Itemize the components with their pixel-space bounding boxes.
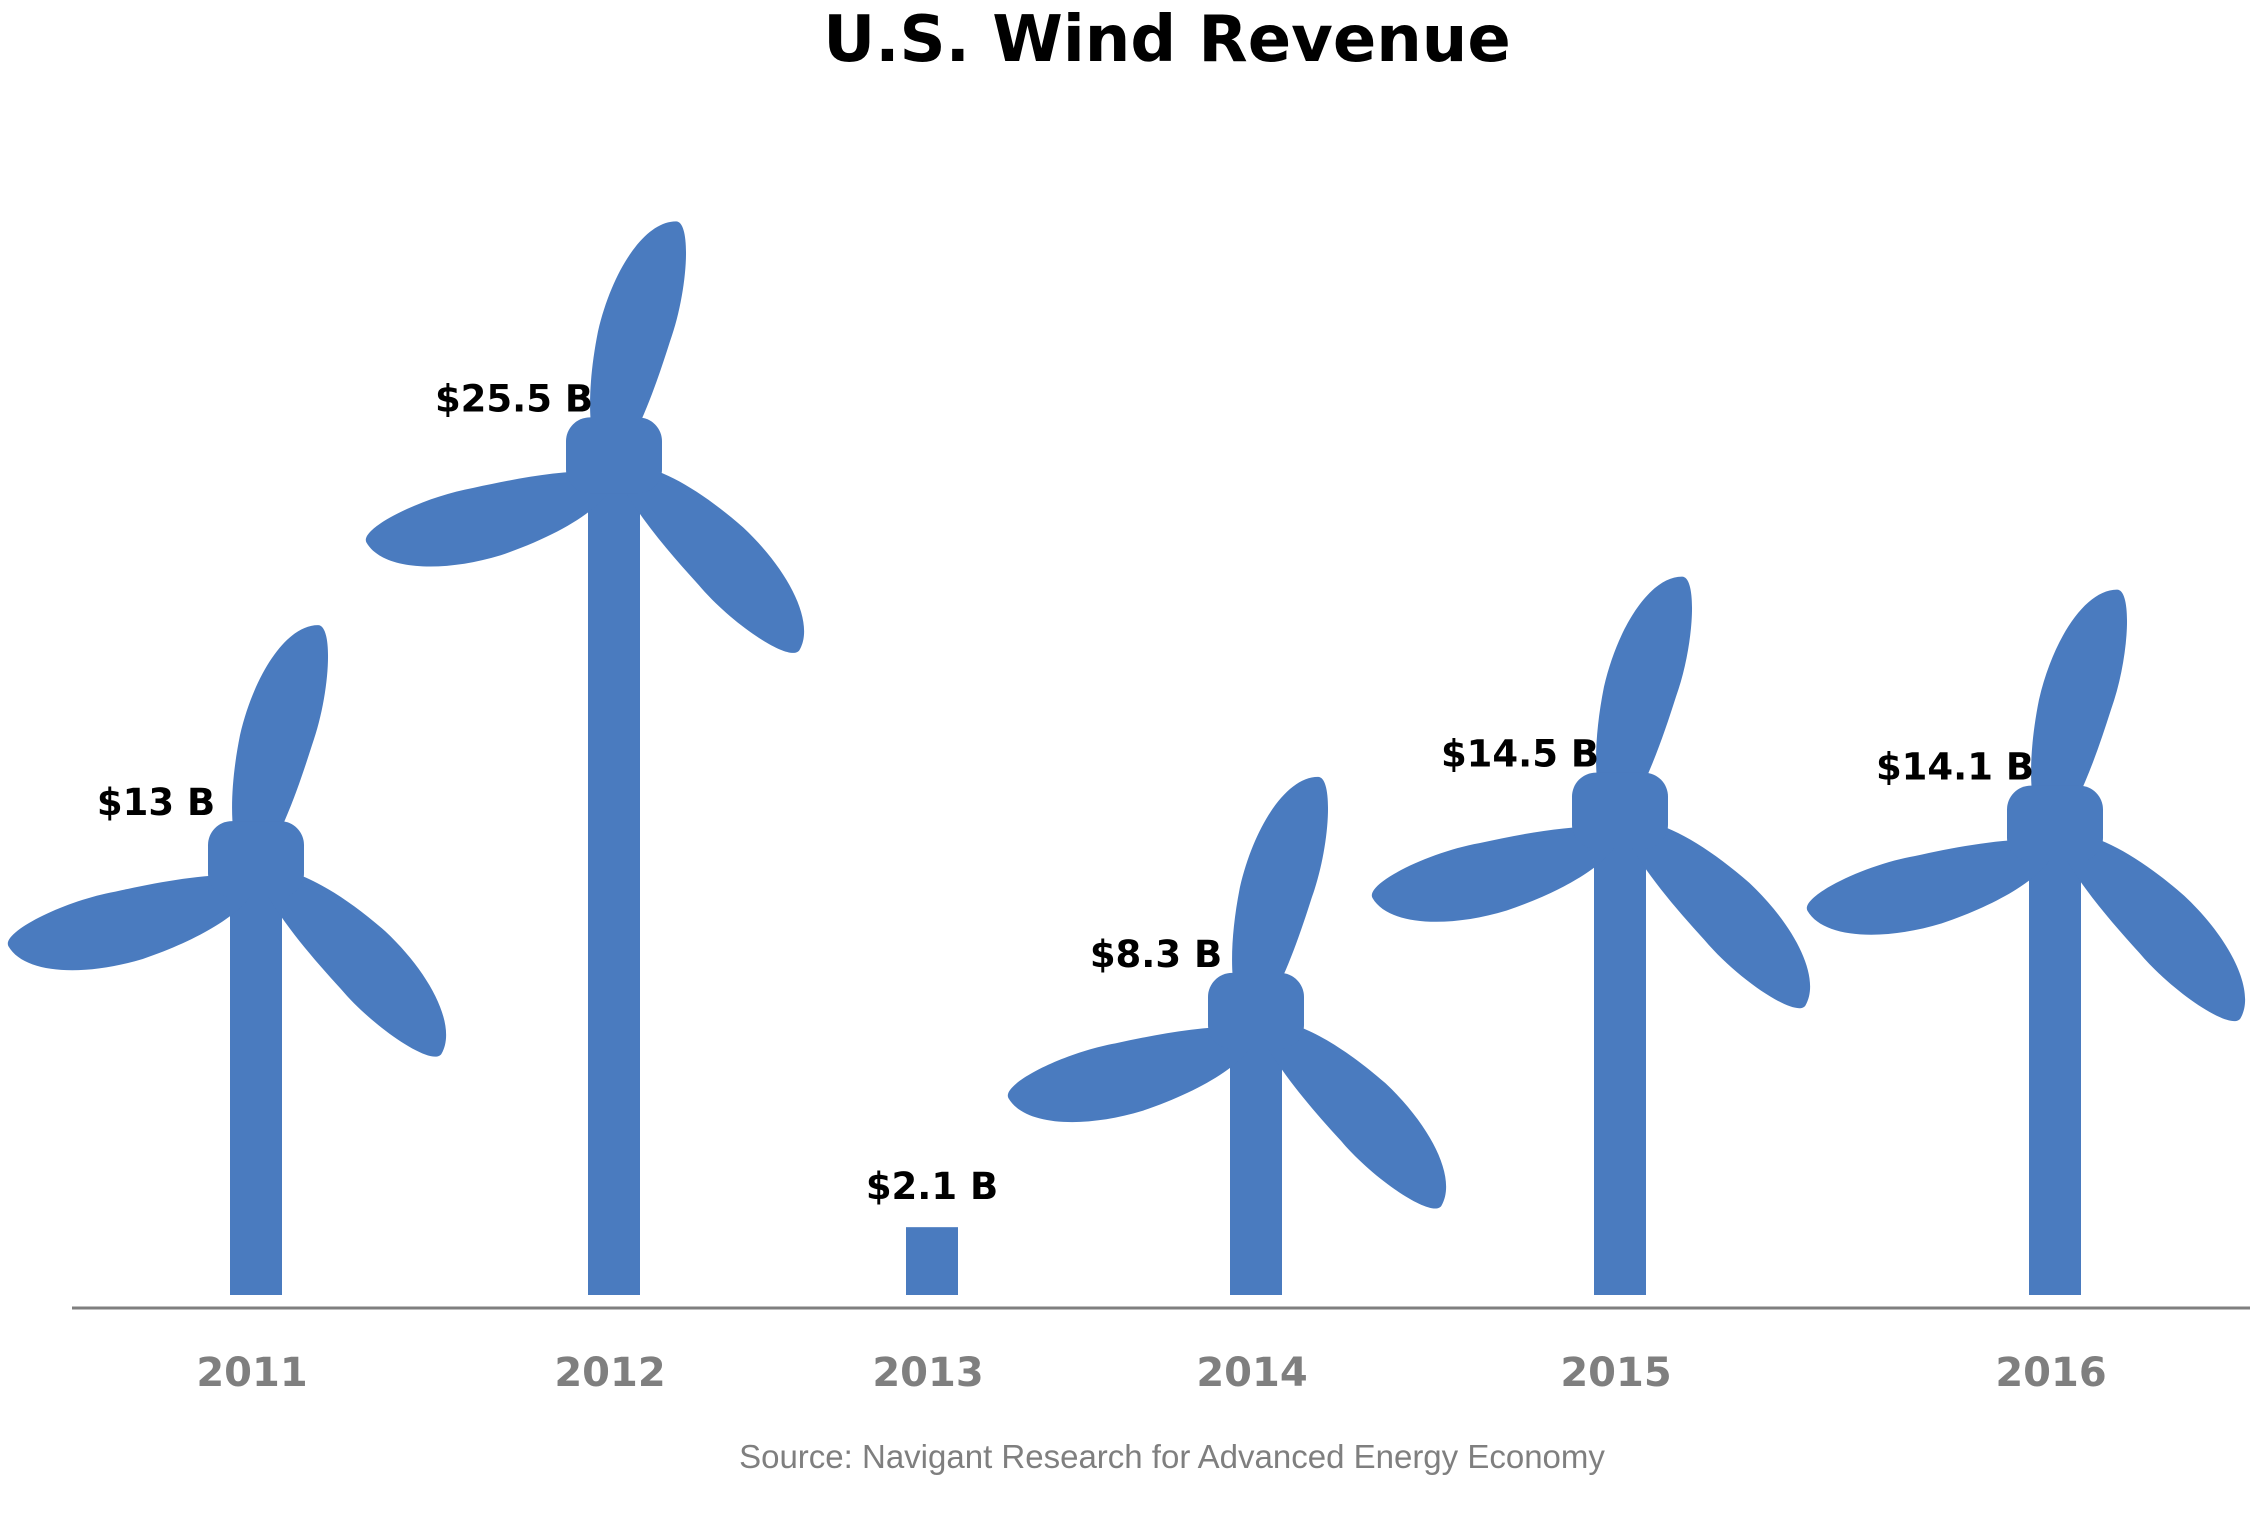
- x-tick-label-2016: 2016: [1995, 1350, 2106, 1396]
- turbine-rotor: [7, 625, 446, 1057]
- x-tick-label-2015: 2015: [1560, 1350, 1671, 1396]
- value-label-2012: $25.5 B: [435, 377, 593, 420]
- turbine-blade: [1620, 820, 1810, 1009]
- value-label-2015: $14.5 B: [1441, 733, 1599, 776]
- turbine-nacelle: [1572, 772, 1668, 849]
- turbine-blade: [1256, 1021, 1446, 1209]
- turbine-rotor: [365, 221, 804, 653]
- turbine-mark-2013: [906, 1227, 958, 1295]
- turbine-blade: [1007, 1026, 1257, 1123]
- turbine-blade: [590, 221, 687, 472]
- turbine-tower: [230, 885, 282, 1295]
- turbine-rotor: [1007, 776, 1446, 1209]
- turbine-blade: [1596, 576, 1693, 827]
- turbine-blade: [614, 465, 804, 653]
- turbine-mark-2014: [1007, 776, 1446, 1295]
- turbine-tower: [1594, 836, 1646, 1295]
- turbine-mark-2012: [365, 221, 804, 1296]
- turbine-blade: [256, 869, 446, 1057]
- turbine-blade: [1806, 839, 2056, 935]
- value-label-2013: $2.1 B: [866, 1165, 998, 1208]
- turbine-tower: [588, 481, 640, 1296]
- turbine-marks: [7, 221, 2245, 1296]
- x-tick-label-2011: 2011: [196, 1350, 307, 1396]
- value-label-2016: $14.1 B: [1876, 746, 2034, 789]
- turbine-blade: [2031, 589, 2128, 840]
- turbine-blade: [7, 874, 257, 971]
- x-tick-label-2013: 2013: [872, 1350, 983, 1396]
- turbine-tower: [906, 1227, 958, 1295]
- x-tick-label-2014: 2014: [1196, 1350, 1307, 1396]
- source-note: Source: Navigant Research for Advanced E…: [739, 1438, 1605, 1475]
- x-tick-labels: 2011 2012 2013 2014 2015 2016: [196, 1350, 2106, 1396]
- chart-title: U.S. Wind Revenue: [823, 3, 1511, 77]
- x-tick-label-2012: 2012: [554, 1350, 665, 1396]
- turbine-blade: [1371, 826, 1621, 922]
- turbine-nacelle: [1208, 972, 1304, 1049]
- value-label-2014: $8.3 B: [1090, 933, 1222, 976]
- turbine-nacelle: [566, 417, 662, 494]
- turbine-nacelle: [208, 821, 304, 898]
- turbine-rotor: [1371, 576, 1810, 1009]
- turbine-tower: [2029, 849, 2081, 1295]
- turbine-rotor: [1806, 589, 2245, 1022]
- turbine-blade: [2055, 833, 2245, 1022]
- turbine-mark-2016: [1806, 589, 2245, 1295]
- turbine-nacelle: [2007, 785, 2103, 862]
- turbine-blade: [232, 625, 329, 876]
- value-label-2011: $13 B: [97, 781, 215, 824]
- turbine-tower: [1230, 1036, 1282, 1295]
- turbine-blade: [1232, 776, 1329, 1027]
- turbine-mark-2011: [7, 625, 446, 1295]
- value-labels: $13 B $25.5 B $2.1 B $8.3 B $14.5 B $14.1 B: [97, 377, 2034, 1208]
- turbine-blade: [365, 470, 615, 567]
- turbine-mark-2015: [1371, 576, 1810, 1295]
